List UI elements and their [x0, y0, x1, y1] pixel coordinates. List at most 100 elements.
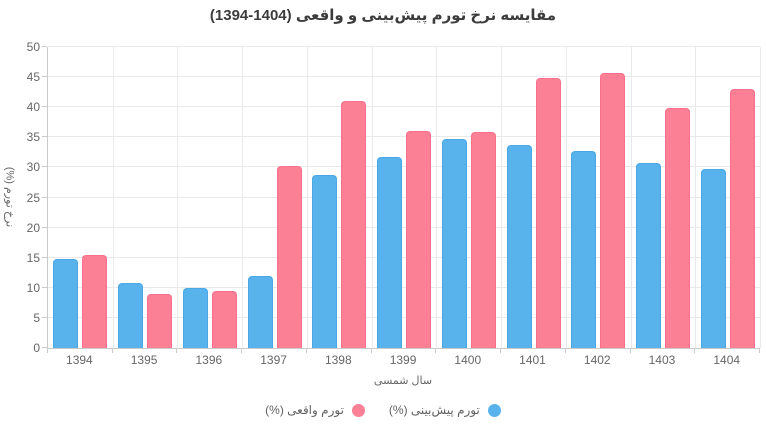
y-tick-mark-50 [42, 46, 47, 47]
x-tick-label-1400: 1400 [454, 353, 482, 367]
y-tick-mark-5 [42, 316, 47, 318]
bar-predicted-1397[interactable] [247, 276, 273, 348]
h-gridline-20 [48, 226, 760, 228]
v-gridline-11 [760, 47, 761, 348]
chart-title: مقایسه نرخ تورم پیش‌بینی و واقعی (1404-1… [209, 7, 557, 24]
y-tick-label-20: 20 [26, 220, 40, 235]
bar-predicted-1402[interactable] [571, 151, 597, 348]
x-tick-label-1394: 1394 [66, 353, 93, 367]
x-axis-title: سال شمسی [373, 375, 433, 387]
y-tick-mark-15 [42, 256, 47, 258]
y-tick-label-35: 35 [26, 130, 40, 145]
v-gridline-6 [436, 47, 438, 348]
bar-actual-1401[interactable] [535, 78, 561, 348]
x-tick-label-1402: 1402 [583, 353, 611, 367]
y-tick-label-10: 10 [26, 280, 40, 295]
h-gridline-45 [48, 76, 760, 78]
v-gridline-8 [565, 47, 567, 348]
x-tick-label-1397: 1397 [260, 353, 287, 367]
v-gridline-3 [242, 47, 244, 348]
bar-predicted-1401[interactable] [506, 145, 532, 348]
bar-actual-1396[interactable] [211, 290, 237, 348]
y-tick-label-25: 25 [26, 190, 40, 205]
y-tick-label-50: 50 [26, 40, 40, 54]
y-tick-label-45: 45 [26, 70, 40, 85]
y-tick-mark-25 [42, 196, 47, 198]
bar-actual-1400[interactable] [470, 132, 496, 348]
x-tick-mark-11 [759, 348, 760, 353]
h-gridline-5 [48, 316, 760, 318]
bar-group-1401 [501, 47, 566, 348]
bar-group-1404 [695, 47, 760, 348]
x-axis-tick-labels: 1394 1395 1396 1397 1398 1399 1400 1401 1402 1403… [47, 353, 759, 367]
legend-item-predicted[interactable]: تورم پیش‌بینی (%) [389, 403, 501, 417]
bar-group-1399 [372, 47, 437, 348]
legend-item-actual[interactable]: تورم واقعی (%) [265, 403, 365, 417]
chart-legend: تورم پیش‌بینی (%) تورم واقعی (%) [0, 403, 766, 417]
bar-predicted-1398[interactable] [312, 175, 338, 348]
x-tick-label-1396: 1396 [195, 353, 223, 367]
x-tick-mark-5 [370, 348, 372, 353]
y-tick-mark-20 [42, 226, 47, 228]
bar-group-1403 [631, 47, 696, 348]
x-tick-mark-10 [694, 348, 696, 353]
y-tick-mark-35 [42, 136, 47, 138]
bar-predicted-1396[interactable] [182, 288, 208, 348]
x-tick-label-1399: 1399 [389, 353, 417, 367]
x-tick-mark-8 [564, 348, 566, 353]
legend-label-actual: تورم واقعی (%) [265, 403, 344, 417]
x-tick-mark-9 [629, 348, 631, 353]
y-tick-mark-40 [42, 106, 47, 108]
bar-actual-1404[interactable] [729, 88, 755, 348]
x-tick-label-1395: 1395 [130, 353, 158, 367]
h-gridline-50 [48, 46, 760, 47]
bar-group-1394 [48, 47, 113, 348]
v-gridline-2 [177, 47, 179, 348]
v-gridline-4 [306, 47, 308, 348]
x-tick-label-1403: 1403 [648, 353, 676, 367]
x-tick-label-1398: 1398 [324, 353, 352, 367]
bar-group-1395 [113, 47, 178, 348]
bar-actual-1397[interactable] [276, 166, 302, 348]
y-tick-mark-0 [42, 347, 47, 348]
y-tick-mark-45 [42, 76, 47, 78]
bar-actual-1394[interactable] [82, 255, 108, 348]
y-tick-mark-30 [42, 166, 47, 168]
y-tick-label-5: 5 [33, 310, 40, 325]
bar-predicted-1404[interactable] [700, 168, 726, 348]
bar-actual-1398[interactable] [341, 101, 367, 348]
legend-swatch-actual [351, 403, 365, 417]
bar-predicted-1399[interactable] [377, 156, 403, 348]
h-gridline-10 [48, 286, 760, 288]
bar-group-1400 [436, 47, 501, 348]
h-gridline-30 [48, 166, 760, 168]
bar-actual-1403[interactable] [664, 108, 690, 348]
x-tick-mark-7 [500, 348, 502, 353]
bar-predicted-1403[interactable] [635, 162, 661, 348]
legend-swatch-predicted [487, 403, 501, 417]
v-gridline-9 [630, 47, 632, 348]
bar-group-1397 [242, 47, 307, 348]
y-tick-label-15: 15 [26, 250, 40, 265]
y-axis-tick-labels: 0 5 10 15 20 25 30 35 40 45 50 [0, 0, 40, 433]
x-tick-mark-2 [176, 348, 178, 353]
legend-label-predicted: تورم پیش‌بینی (%) [388, 403, 480, 417]
x-tick-mark-6 [435, 348, 437, 353]
bar-actual-1402[interactable] [600, 72, 626, 348]
h-gridline-40 [48, 106, 760, 108]
bar-predicted-1400[interactable] [441, 139, 467, 348]
x-tick-mark-3 [241, 348, 243, 353]
bar-actual-1399[interactable] [406, 130, 432, 348]
v-gridline-10 [695, 47, 697, 348]
bar-predicted-1395[interactable] [118, 282, 144, 348]
bar-actual-1395[interactable] [147, 294, 173, 348]
x-tick-mark-0 [47, 348, 48, 353]
bar-groups [48, 47, 760, 348]
x-tick-label-1401: 1401 [519, 353, 546, 367]
x-tick-mark-4 [305, 348, 307, 353]
v-gridline-5 [371, 47, 373, 348]
bar-group-1402 [566, 47, 631, 348]
x-tick-mark-1 [111, 348, 113, 353]
bar-predicted-1394[interactable] [53, 258, 79, 348]
